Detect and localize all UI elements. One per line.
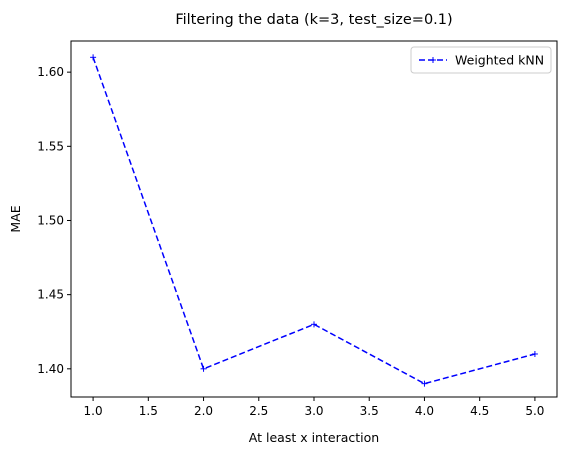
x-tick-label: 3.5 bbox=[360, 404, 379, 418]
x-tick-label: 1.5 bbox=[139, 404, 158, 418]
chart-title: Filtering the data (k=3, test_size=0.1) bbox=[175, 12, 452, 28]
y-tick-label: 1.55 bbox=[37, 139, 64, 153]
x-tick-label: 5.0 bbox=[525, 404, 544, 418]
y-tick-label: 1.60 bbox=[37, 65, 64, 79]
series-line-0 bbox=[92, 57, 536, 385]
x-tick-label: 2.5 bbox=[249, 404, 268, 418]
x-axis-label: At least x interaction bbox=[249, 430, 379, 445]
data-point bbox=[311, 321, 317, 328]
legend-box bbox=[410, 46, 552, 74]
legend: Weighted kNN bbox=[410, 46, 552, 74]
plot-area bbox=[90, 54, 538, 387]
data-point bbox=[421, 380, 428, 387]
x-tick-label: 4.0 bbox=[415, 404, 434, 418]
data-point bbox=[531, 350, 538, 357]
y-axis-label: MAE bbox=[8, 205, 23, 232]
x-tick-label: 3.0 bbox=[304, 404, 323, 418]
y-tick-label: 1.40 bbox=[37, 362, 64, 376]
plot-frame bbox=[70, 40, 558, 398]
x-axis: 1.0 1.5 2.0 2.5 3.0 3.5 4.0 4.5 5.0 bbox=[84, 397, 544, 418]
y-tick-label: 1.45 bbox=[37, 288, 64, 302]
data-point bbox=[90, 54, 97, 61]
x-tick-label: 1.0 bbox=[84, 404, 103, 418]
x-tick-label: 2.0 bbox=[194, 404, 213, 418]
x-tick-label: 4.5 bbox=[470, 404, 489, 418]
y-axis: 1.40 1.45 1.50 1.55 1.60 bbox=[37, 65, 71, 376]
data-point bbox=[200, 365, 207, 372]
y-tick-label: 1.50 bbox=[37, 213, 64, 227]
legend-label: Weighted kNN bbox=[455, 53, 544, 68]
